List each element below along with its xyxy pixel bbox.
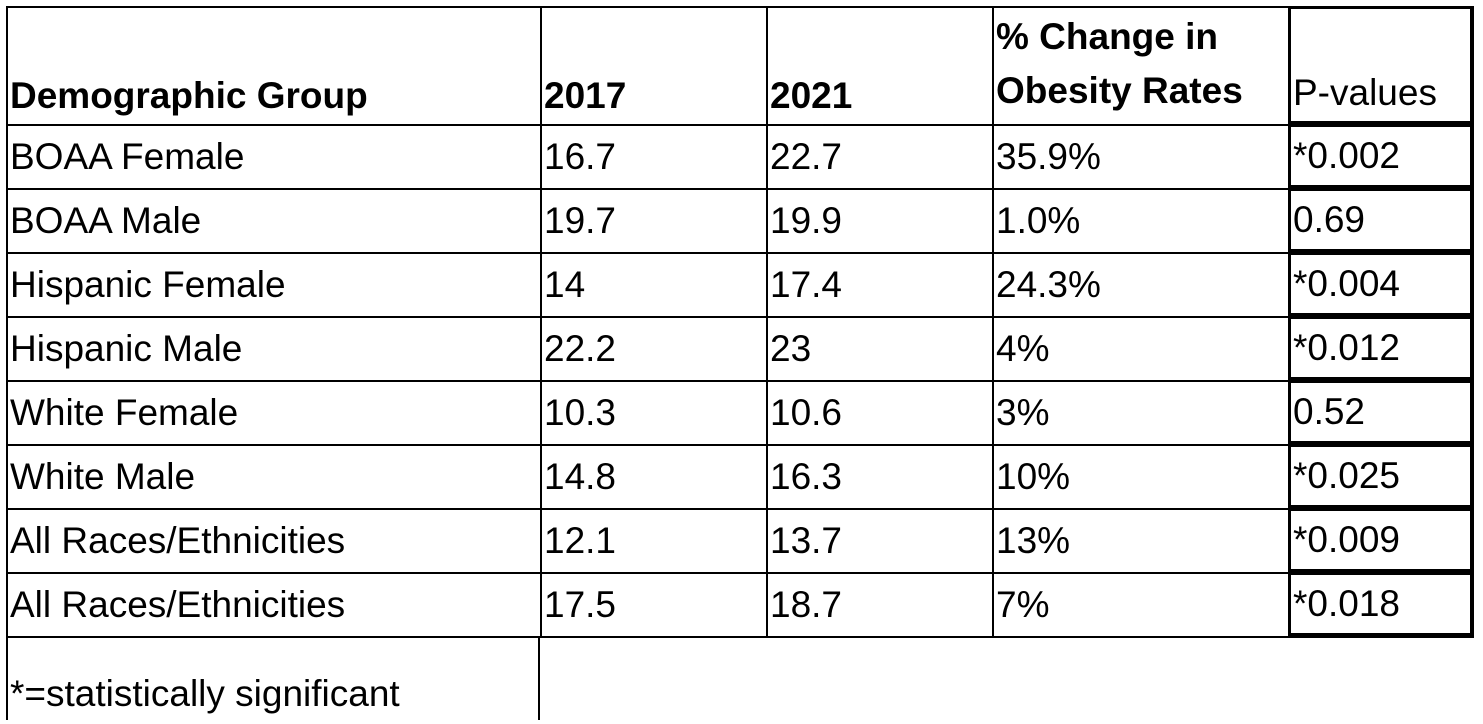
cell-pvalue: *0.012 bbox=[1288, 316, 1474, 380]
cell-2021: 10.6 bbox=[766, 380, 992, 444]
cell-2017: 19.7 bbox=[540, 188, 766, 252]
header-percent-change: % Change in Obesity Rates bbox=[992, 6, 1288, 124]
cell-change: 24.3% bbox=[992, 252, 1288, 316]
cell-group: All Races/Ethnicities bbox=[6, 572, 540, 636]
cell-pvalue: *0.004 bbox=[1288, 252, 1474, 316]
cell-change: 4% bbox=[992, 316, 1288, 380]
header-2021: 2021 bbox=[766, 6, 992, 124]
cell-change: 35.9% bbox=[992, 124, 1288, 188]
cell-pvalue: *0.009 bbox=[1288, 508, 1474, 572]
cell-2021: 22.7 bbox=[766, 124, 992, 188]
cell-2021: 17.4 bbox=[766, 252, 992, 316]
cell-2017: 14 bbox=[540, 252, 766, 316]
cell-2021: 19.9 bbox=[766, 188, 992, 252]
cell-group: White Female bbox=[6, 380, 540, 444]
cell-change: 10% bbox=[992, 444, 1288, 508]
cell-2017: 17.5 bbox=[540, 572, 766, 636]
blank-cell bbox=[540, 636, 766, 720]
obesity-rates-table: Demographic Group 2017 2021 % Change in … bbox=[6, 6, 1474, 720]
cell-pvalue: *0.018 bbox=[1288, 572, 1474, 636]
cell-2017: 12.1 bbox=[540, 508, 766, 572]
cell-pvalue: 0.69 bbox=[1288, 188, 1474, 252]
cell-2021: 18.7 bbox=[766, 572, 992, 636]
cell-2017: 22.2 bbox=[540, 316, 766, 380]
cell-change: 3% bbox=[992, 380, 1288, 444]
cell-group: BOAA Male bbox=[6, 188, 540, 252]
cell-2017: 14.8 bbox=[540, 444, 766, 508]
header-2017: 2017 bbox=[540, 6, 766, 124]
cell-group: All Races/Ethnicities bbox=[6, 508, 540, 572]
cell-pvalue: *0.002 bbox=[1288, 124, 1474, 188]
cell-group: Hispanic Female bbox=[6, 252, 540, 316]
blank-cell bbox=[1288, 636, 1474, 720]
header-demographic-group: Demographic Group bbox=[6, 6, 540, 124]
cell-change: 1.0% bbox=[992, 188, 1288, 252]
cell-change: 13% bbox=[992, 508, 1288, 572]
cell-2017: 16.7 bbox=[540, 124, 766, 188]
footnote: *=statistically significant bbox=[6, 636, 540, 720]
cell-2021: 16.3 bbox=[766, 444, 992, 508]
cell-2021: 23 bbox=[766, 316, 992, 380]
cell-pvalue: 0.52 bbox=[1288, 380, 1474, 444]
cell-group: BOAA Female bbox=[6, 124, 540, 188]
blank-cell bbox=[992, 636, 1288, 720]
cell-group: Hispanic Male bbox=[6, 316, 540, 380]
cell-change: 7% bbox=[992, 572, 1288, 636]
cell-2021: 13.7 bbox=[766, 508, 992, 572]
header-p-values: P-values bbox=[1288, 6, 1474, 124]
cell-2017: 10.3 bbox=[540, 380, 766, 444]
cell-pvalue: *0.025 bbox=[1288, 444, 1474, 508]
cell-group: White Male bbox=[6, 444, 540, 508]
blank-cell bbox=[766, 636, 992, 720]
